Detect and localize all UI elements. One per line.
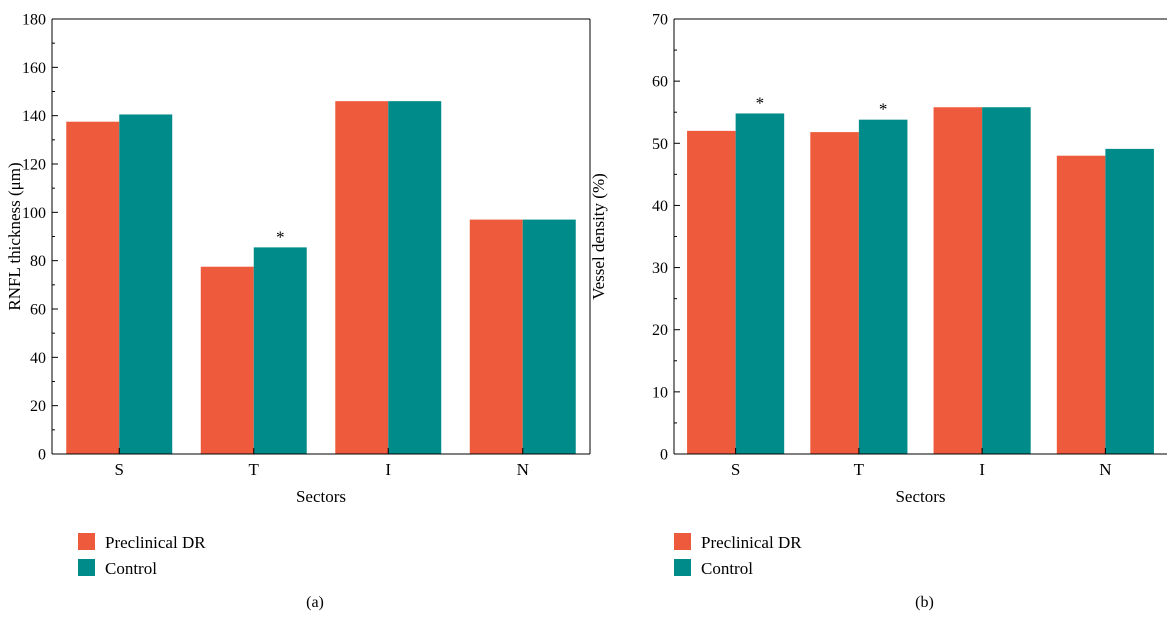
panel-label: (b) <box>915 594 934 611</box>
y-tick-label: 160 <box>22 60 46 77</box>
legend-swatch-preclinical-dr <box>674 533 691 550</box>
significance-marker: * <box>879 100 888 119</box>
y-tick-label: 50 <box>652 136 668 153</box>
legend-swatch-control <box>78 559 95 576</box>
legend: Preclinical DR Control <box>78 533 206 578</box>
bar-preclinical-dr-n <box>1056 155 1106 454</box>
bar-preclinical-dr-n <box>469 219 523 454</box>
x-tick-label-s: S <box>115 460 124 479</box>
bar-control-s <box>735 113 785 455</box>
bar-control-t <box>858 119 908 455</box>
x-tick-label-i: I <box>385 460 391 479</box>
y-tick-label: 30 <box>652 260 668 277</box>
y-tick-label: 140 <box>22 108 46 125</box>
y-tick-label: 180 <box>22 12 46 29</box>
x-tick-label-s: S <box>731 460 740 479</box>
bar-control-t <box>253 247 307 455</box>
x-tick-label-t: T <box>854 460 865 479</box>
bar-control-n <box>1105 148 1154 454</box>
y-tick-label: 60 <box>652 74 668 91</box>
y-tick-label: 20 <box>652 322 668 339</box>
legend-label-preclinical-dr: Preclinical DR <box>701 533 802 552</box>
chart-panel-a: * 0 20 40 60 80 100 120 140 160 180 S T I N Sectors RNFL… <box>5 12 591 611</box>
significance-marker: * <box>756 93 765 112</box>
chart-panel-b: * * 0 10 20 30 40 50 60 70 S T I N Sectors Vessel densi… <box>589 12 1167 611</box>
x-tick-label-t: T <box>249 460 260 479</box>
bar-preclinical-dr-s <box>66 121 120 455</box>
bar-preclinical-dr-t <box>810 132 859 454</box>
y-tick-label: 40 <box>652 198 668 215</box>
legend-label-control: Control <box>105 559 157 578</box>
y-tick-label: 0 <box>38 447 46 464</box>
bar-control-s <box>119 114 173 455</box>
y-tick-label: 0 <box>660 447 668 464</box>
bar-preclinical-dr-i <box>933 107 983 455</box>
bar-control-n <box>522 219 576 454</box>
bar-preclinical-dr-t <box>200 266 254 454</box>
y-tick-label: 10 <box>652 384 668 401</box>
bar-preclinical-dr-s <box>687 130 736 455</box>
y-axis-title: Vessel density (%) <box>589 173 608 300</box>
bar-control-i <box>388 101 442 455</box>
y-tick-label: 120 <box>22 157 46 174</box>
bar-control-i <box>982 107 1031 455</box>
y-tick-label: 70 <box>652 12 668 29</box>
legend: Preclinical DR Control <box>674 533 802 578</box>
legend-label-control: Control <box>701 559 753 578</box>
bar-preclinical-dr-i <box>335 101 389 455</box>
x-tick-label-n: N <box>1099 460 1111 479</box>
legend-swatch-preclinical-dr <box>78 533 95 550</box>
x-tick-label-n: N <box>517 460 529 479</box>
y-tick-label: 40 <box>30 350 46 367</box>
y-tick-label: 60 <box>30 302 46 319</box>
y-tick-label: 20 <box>30 398 46 415</box>
x-tick-label-i: I <box>979 460 985 479</box>
legend-swatch-control <box>674 559 691 576</box>
panel-label: (a) <box>306 594 324 611</box>
x-axis-title: Sectors <box>895 487 945 506</box>
legend-label-preclinical-dr: Preclinical DR <box>105 533 206 552</box>
x-axis-title: Sectors <box>296 487 346 506</box>
y-tick-label: 80 <box>30 253 46 270</box>
y-axis-title: RNFL thickness (μm) <box>5 162 24 310</box>
y-tick-label: 100 <box>22 205 46 222</box>
significance-marker: * <box>276 227 285 246</box>
